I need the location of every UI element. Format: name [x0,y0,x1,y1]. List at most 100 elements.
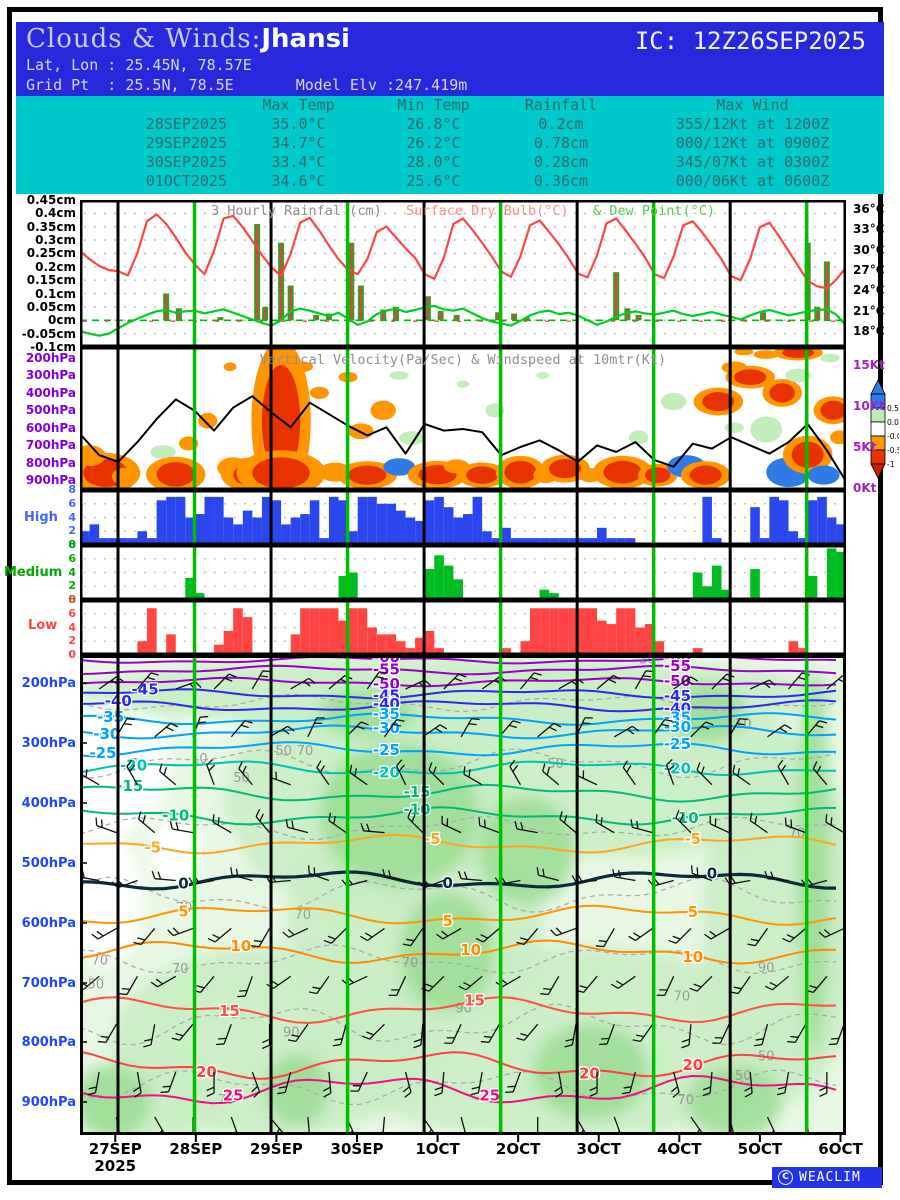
svg-text:-50: -50 [373,675,400,693]
svg-text:-5: -5 [144,839,161,857]
svg-text:70: 70 [172,962,189,977]
svg-text:70: 70 [677,1093,694,1108]
svg-text:-15: -15 [403,783,430,801]
temp-axis-label: 30°C [853,242,885,257]
svg-text:30: 30 [639,655,656,668]
svg-text:5: 5 [688,903,698,921]
pressure-axis-label: 800hPa [25,455,76,470]
vv-panel-title: Vertical Velocity(Pa/Sec) & Windspeed at… [259,352,667,368]
svg-text:10: 10 [230,937,251,955]
vertical-velocity-panel [80,347,846,490]
cloud-axis-label: 4 [68,620,76,634]
forecast-date: 30SEP2025 [145,153,227,171]
svg-text:-25: -25 [664,735,691,753]
svg-text:-5: -5 [684,830,701,848]
logo-text: WEACLIM [799,1170,861,1185]
svg-text:20: 20 [682,1056,703,1074]
svg-text:70: 70 [789,826,806,841]
rainfall-temp-panel [80,200,846,347]
svg-text:10: 10 [460,941,481,959]
header-banner: Clouds & Winds:Jhansi IC: 12Z26SEP2025 L… [16,22,884,96]
forecast-value: 28.0°C [406,153,461,171]
page-title-prefix: Clouds & Winds: [26,24,262,54]
pressure-axis-label: 300hPa [25,368,76,383]
gridpt-label: Grid Pt : 25.5N, 78.5E Model Elv :247.419… [26,76,467,94]
rain-axis-label: 0.45cm [26,193,76,207]
forecast-value: 000/12Kt at 0900Z [675,134,830,152]
rain-axis-label: 0.15cm [26,273,76,288]
forecast-value: 355/12Kt at 1200Z [675,115,830,133]
x-axis-day-label: 1OCT [415,1140,460,1158]
svg-text:-20: -20 [373,763,400,781]
rain-axis-label: 0.25cm [26,246,76,261]
vv-colorbar-legend: 0.5 0.05 -0.05 -0.5 -1 [870,380,899,479]
svg-text:70: 70 [297,744,314,759]
x-axis-day-label: 30SEP [330,1140,384,1158]
forecast-date: 01OCT2025 [145,172,227,190]
svg-text:-10: -10 [403,801,430,819]
forecast-value: 345/07Kt at 0300Z [675,153,830,171]
pressure-axis-label: 200hPa [21,676,76,691]
low-cloud-panel [80,600,846,655]
x-axis-year-label: 2025 [94,1157,137,1175]
outer-frame [7,7,883,1185]
svg-text:-55: -55 [373,660,400,678]
svg-text:0: 0 [442,874,452,892]
svg-text:50: 50 [547,757,564,772]
station-name: Jhansi [261,24,350,54]
x-axis-ticks [114,1135,842,1142]
svg-text:-30: -30 [93,725,120,743]
cloud-axis-label: 0 [68,593,76,606]
high-cloud-label: High [24,510,58,525]
svg-text:-1: -1 [887,460,895,469]
svg-text:0.5: 0.5 [887,404,899,413]
svg-text:70: 70 [91,954,108,969]
forecast-value: 33.4°C [271,153,326,171]
svg-text:50: 50 [735,1069,752,1084]
svg-text:50: 50 [88,978,105,993]
forecast-value: 34.6°C [271,172,326,190]
svg-text:-0.05: -0.05 [887,432,899,441]
svg-text:70: 70 [402,956,419,971]
rain-axis-label: 0cm [48,313,76,328]
forecast-date: 29SEP2025 [145,134,227,152]
title-drybulb: Surface Dry Bulb(°C) [406,203,569,219]
pressure-axis-label: 200hPa [25,351,76,365]
high-cloud-panel [80,490,846,545]
pressure-axis-label: 700hPa [21,976,76,991]
temp-axis-label: 21°C [853,303,885,318]
initial-condition-label: IC: 12Z26SEP2025 [634,27,866,55]
cloud-axis-label: 8 [68,538,76,551]
rain-axis-label: 0.05cm [26,299,76,314]
rain-axis-label: -0.05cm [21,326,76,341]
svg-text:-40: -40 [373,695,400,713]
forecast-value: 0.78cm [533,134,589,152]
forecast-col-header: Rainfall [524,96,598,114]
cloud-axis-label: 8 [68,483,76,496]
rain-axis-label: 0.35cm [26,219,76,234]
forecast-date: 28SEP2025 [145,115,227,133]
svg-text:15: 15 [464,991,485,1009]
pressure-axis-label: 600hPa [21,916,76,931]
low-cloud-label: Low [28,618,58,633]
forecast-row: 01OCT2025 34.6°C 25.6°C 0.36cm 000/06Kt at 0… [16,172,884,191]
cloud-axis-label: 6 [68,496,76,510]
cloud-axis-label: 8 [68,593,76,606]
rain-axis-label: -0.1cm [30,340,76,354]
cloud-axis-label: 2 [68,524,76,538]
forecast-value: 25.6°C [406,172,461,190]
rain-axis-label: 0.1cm [35,286,76,301]
svg-text:-50: -50 [664,672,691,690]
svg-text:-15: -15 [116,777,143,795]
svg-text:-45: -45 [132,681,159,699]
svg-text:0.05: 0.05 [887,418,899,427]
svg-text:-25: -25 [373,741,400,759]
pressure-axis-label: 400hPa [21,796,76,811]
header-title-line: Clouds & Winds:Jhansi IC: 12Z26SEP2025 [26,24,876,56]
svg-text:70: 70 [176,901,193,916]
windspeed-axis-label: 10Kt [853,399,885,413]
copyright-icon: C [778,1170,793,1185]
svg-text:15: 15 [219,1002,240,1020]
